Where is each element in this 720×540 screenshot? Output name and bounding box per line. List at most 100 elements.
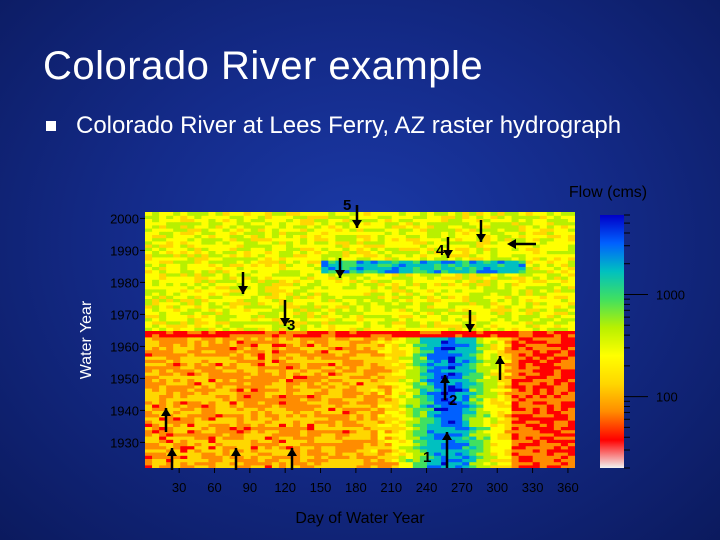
heatmap-cell xyxy=(285,391,294,395)
heatmap-cell xyxy=(532,253,541,258)
heatmap-cell xyxy=(321,212,329,216)
heatmap-cell xyxy=(173,448,181,453)
heatmap-cell xyxy=(412,240,421,245)
heatmap-cell xyxy=(363,391,372,395)
heatmap-cell xyxy=(293,324,301,328)
heatmap-cell xyxy=(412,298,421,303)
heatmap-cell xyxy=(405,343,414,347)
heatmap-cell xyxy=(455,218,463,223)
heatmap-cell xyxy=(567,272,575,277)
heatmap-cell xyxy=(229,250,238,255)
heatmap-cell xyxy=(363,327,372,331)
heatmap-cell xyxy=(539,372,548,376)
heatmap-cell xyxy=(229,308,238,312)
heatmap-cell xyxy=(159,375,167,379)
heatmap-cell xyxy=(222,311,231,315)
heatmap-cell xyxy=(546,346,555,351)
heatmap-cell xyxy=(384,301,393,306)
heatmap-cell xyxy=(384,375,393,379)
heatmap-cell xyxy=(349,397,358,402)
heatmap-cell xyxy=(208,330,217,335)
heatmap-cell xyxy=(363,356,372,360)
heatmap-cell xyxy=(532,375,541,379)
heatmap-cell xyxy=(314,439,322,443)
heatmap-cell xyxy=(293,237,301,242)
heatmap-cell xyxy=(250,298,259,303)
heatmap-cell xyxy=(293,231,301,235)
heatmap-cell xyxy=(504,356,513,360)
heatmap-cell xyxy=(434,378,442,383)
heatmap-cell xyxy=(285,311,294,315)
heatmap-cell xyxy=(307,333,315,338)
heatmap-cell xyxy=(215,368,224,373)
heatmap-cell xyxy=(532,343,541,347)
heatmap-cell xyxy=(342,356,351,360)
heatmap-cell xyxy=(511,336,520,341)
heatmap-cell xyxy=(483,413,492,418)
heatmap-cell xyxy=(166,429,174,434)
heatmap-cell xyxy=(370,381,379,386)
heatmap-cell xyxy=(448,404,456,408)
heatmap-cell xyxy=(180,455,188,459)
heatmap-cell xyxy=(152,372,160,376)
heatmap-cell xyxy=(511,285,520,290)
heatmap-cell xyxy=(497,445,506,450)
heatmap-cell xyxy=(560,429,569,434)
heatmap-cell xyxy=(271,407,280,411)
heatmap-cell xyxy=(314,263,322,267)
heatmap-cell xyxy=(159,247,167,251)
heatmap-cell xyxy=(187,368,195,373)
heatmap-cell xyxy=(271,356,280,360)
heatmap-cell xyxy=(278,320,287,325)
heatmap-cell xyxy=(194,308,202,312)
heatmap-cell xyxy=(370,276,379,280)
heatmap-cell xyxy=(250,311,259,315)
heatmap-cell xyxy=(518,247,527,251)
heatmap-cell xyxy=(152,253,160,258)
heatmap-cell xyxy=(462,292,470,296)
heatmap-cell xyxy=(518,397,527,402)
heatmap-cell xyxy=(391,365,400,370)
heatmap-cell xyxy=(546,439,555,443)
heatmap-cell xyxy=(250,234,259,239)
heatmap-cell xyxy=(560,413,569,418)
heatmap-cell xyxy=(229,352,238,357)
heatmap-cell xyxy=(511,263,520,267)
heatmap-cell xyxy=(321,436,329,440)
heatmap-cell xyxy=(166,266,174,271)
heatmap-cell xyxy=(278,378,287,383)
heatmap-cell xyxy=(173,228,181,232)
heatmap-cell xyxy=(469,384,477,389)
heatmap-cell xyxy=(194,340,202,344)
heatmap-cell xyxy=(553,317,562,322)
heatmap-cell xyxy=(159,429,167,434)
heatmap-cell xyxy=(342,292,351,296)
heatmap-cell xyxy=(546,320,555,325)
heatmap-cell xyxy=(497,256,506,261)
heatmap-cell xyxy=(257,276,266,280)
heatmap-cell xyxy=(476,458,484,463)
heatmap-cell xyxy=(293,375,301,379)
heatmap-cell xyxy=(384,285,393,290)
heatmap-cell xyxy=(476,413,484,418)
heatmap-cell xyxy=(504,247,513,251)
heatmap-cell xyxy=(504,276,513,280)
heatmap-cell xyxy=(546,234,555,239)
heatmap-cell xyxy=(356,247,365,251)
heatmap-cell xyxy=(539,362,548,367)
heatmap-cell xyxy=(483,362,492,367)
heatmap-cell xyxy=(328,272,336,277)
heatmap-cell xyxy=(490,381,499,386)
heatmap-cell xyxy=(483,231,492,235)
heatmap-cell xyxy=(250,372,259,376)
heatmap-cell xyxy=(278,410,287,415)
heatmap-cell xyxy=(469,455,477,459)
heatmap-cell xyxy=(391,276,400,280)
heatmap-cell xyxy=(483,404,492,408)
heatmap-cell xyxy=(180,231,188,235)
heatmap-cell xyxy=(201,448,210,453)
heatmap-cell xyxy=(469,314,477,319)
heatmap-cell xyxy=(370,420,379,424)
heatmap-cell xyxy=(349,423,358,427)
heatmap-cell xyxy=(469,272,477,277)
